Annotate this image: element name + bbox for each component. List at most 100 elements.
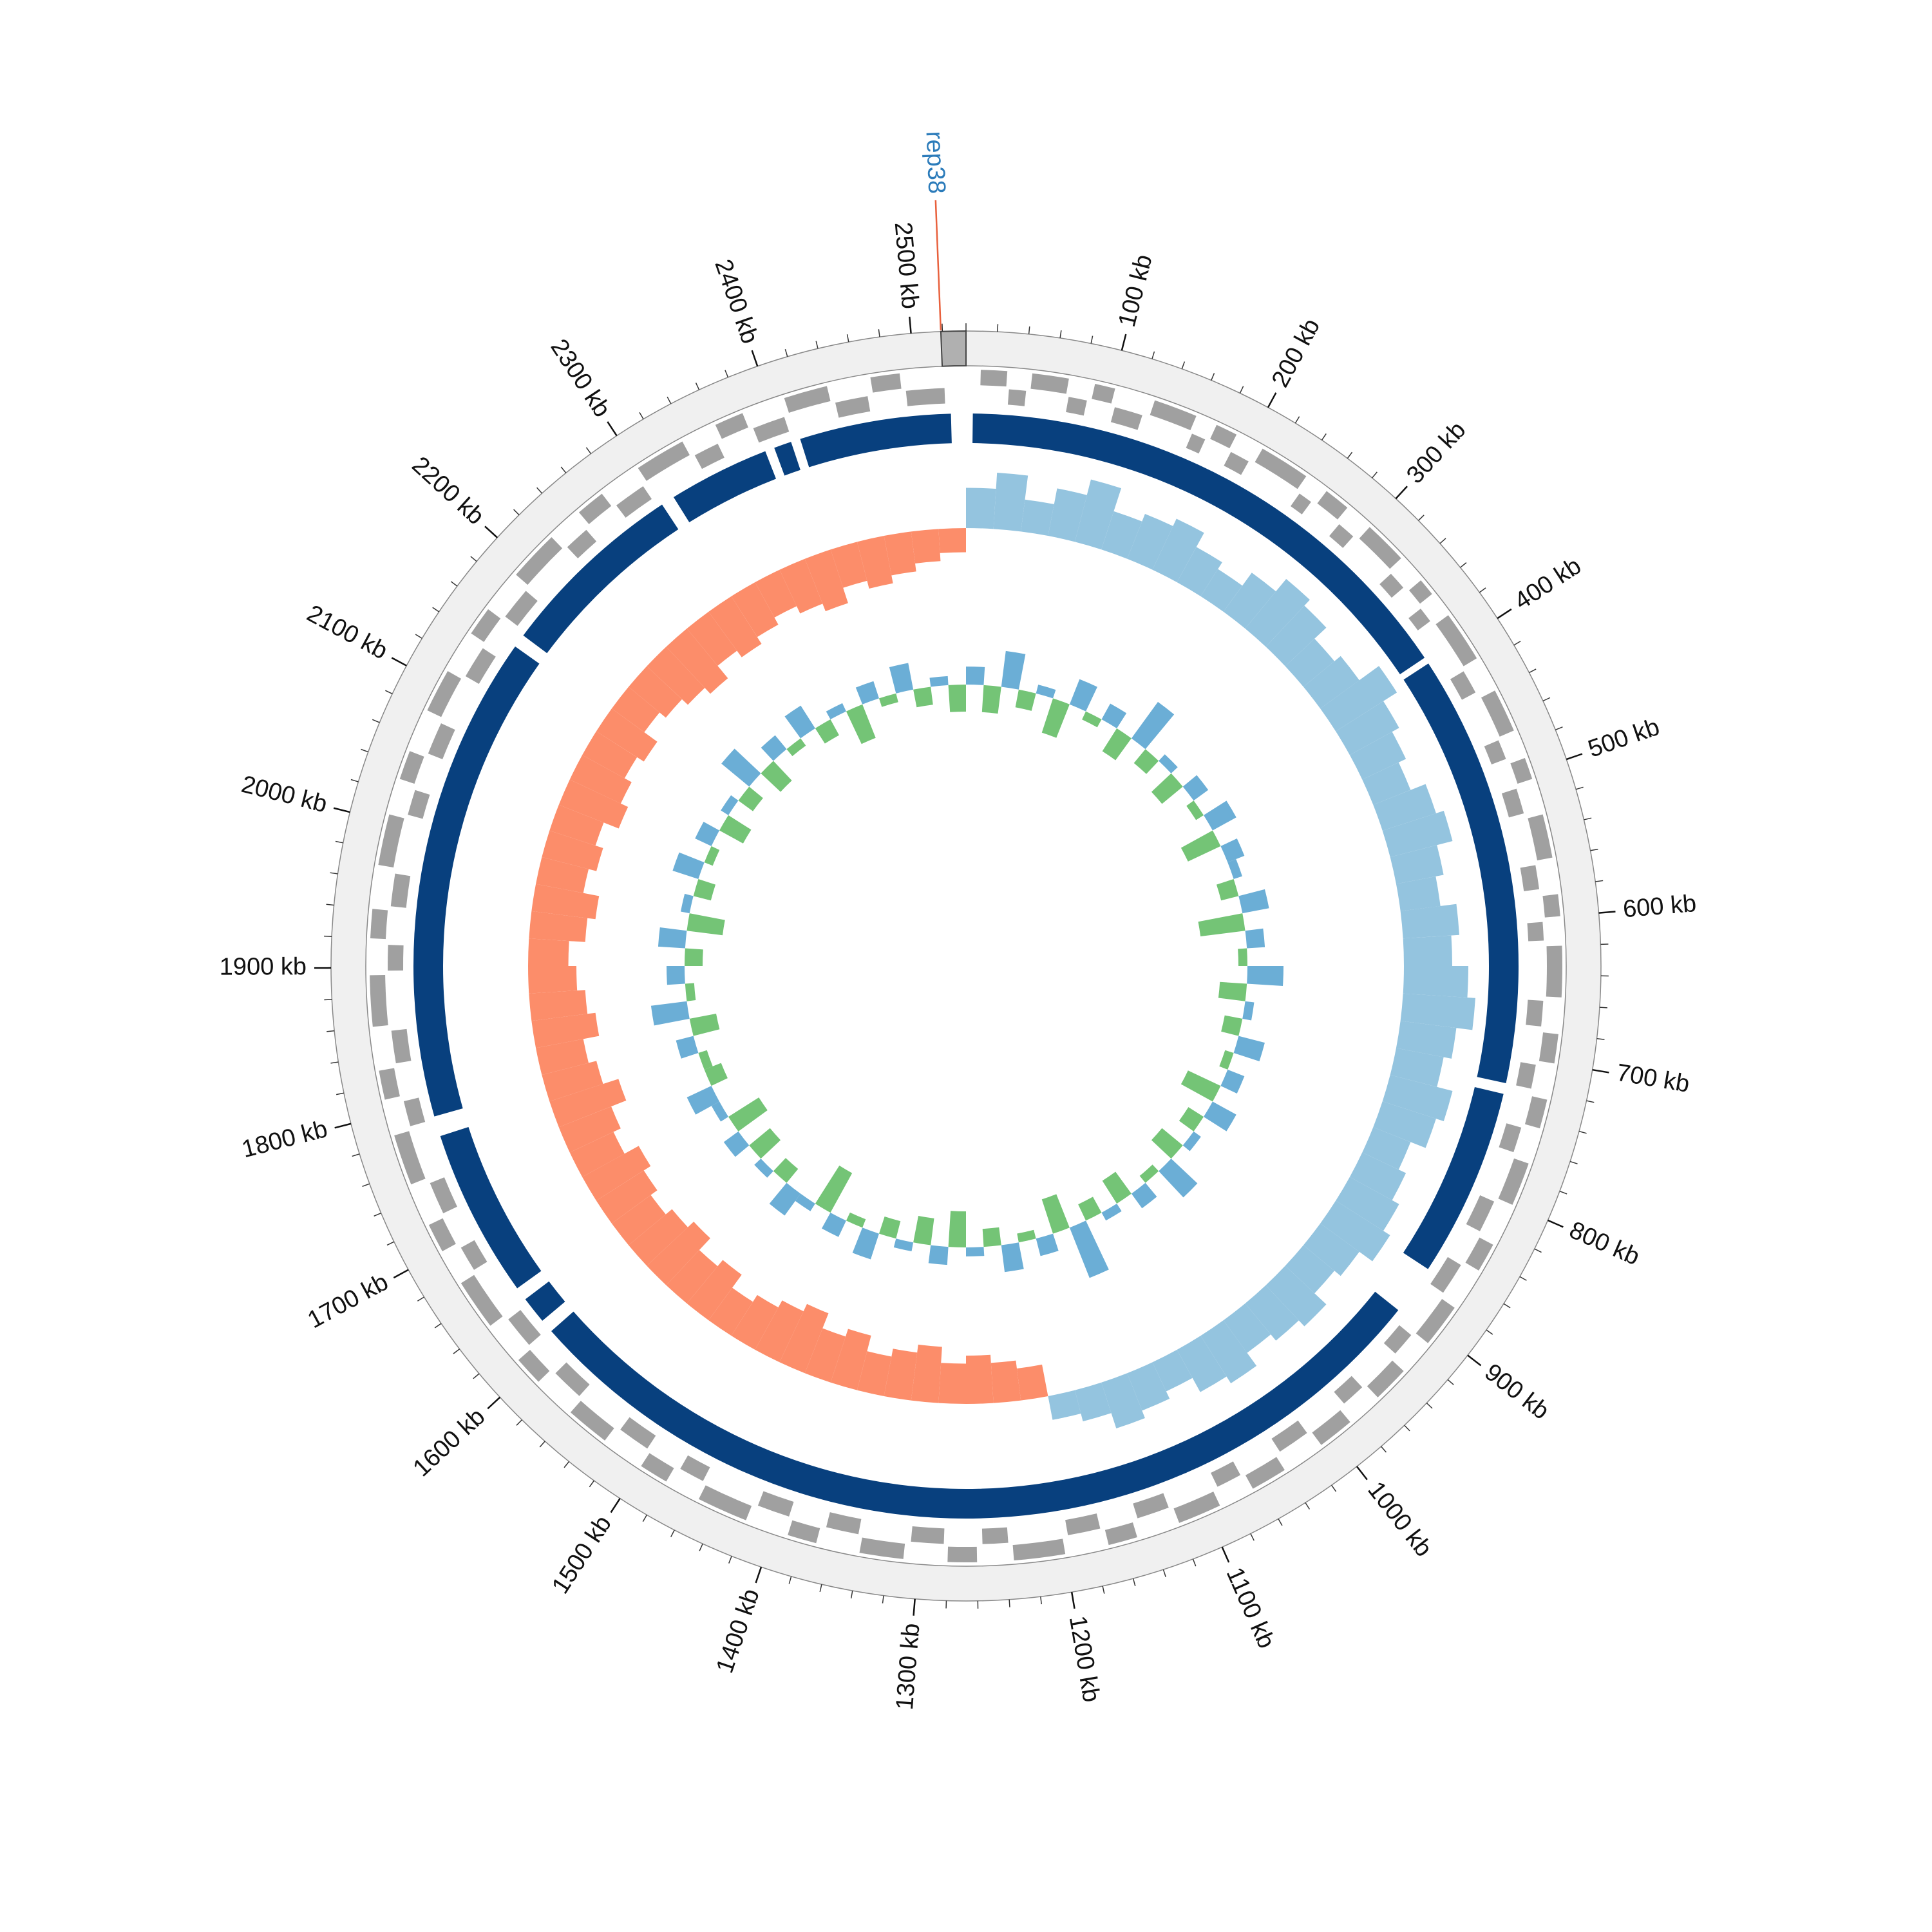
gc-content-bar: [1036, 1233, 1059, 1256]
gene: [390, 873, 411, 908]
gc-content-bar: [1242, 1001, 1255, 1021]
minor-tick: [589, 1480, 595, 1488]
gc-content-bar: [676, 1036, 699, 1059]
gene: [1516, 1062, 1536, 1089]
gene: [428, 1218, 456, 1251]
gc-skew-bar: [1303, 1223, 1359, 1276]
minor-tick: [1059, 330, 1062, 338]
gc-content-bar: [966, 667, 985, 685]
gc-skew-bar: [1403, 935, 1452, 966]
gc-content-bar: [728, 1097, 768, 1132]
gc-skew-bar: [804, 549, 848, 612]
gc-content-bar: [1017, 1229, 1036, 1243]
gc-content-bar: [704, 846, 720, 866]
gc-content-bar: [667, 966, 685, 985]
minor-tick: [415, 634, 422, 639]
gc-skew-bar: [629, 666, 682, 718]
gene: [1066, 397, 1087, 416]
gene: [1334, 1376, 1363, 1404]
minor-tick: [1529, 668, 1537, 674]
gc-content-bar: [1036, 685, 1056, 699]
gc-content-bar: [658, 927, 687, 949]
gc-skew-bar: [779, 1303, 829, 1374]
gc-content-bar: [698, 1050, 713, 1070]
tick-label: 700 kb: [1615, 1059, 1691, 1098]
minor-tick: [361, 748, 368, 753]
minor-tick: [1211, 373, 1215, 381]
gene: [1110, 407, 1142, 430]
major-tick: [1395, 486, 1408, 500]
gc-skew-bar: [1200, 1320, 1257, 1384]
minor-tick: [1599, 1007, 1607, 1009]
gc-content-bar: [711, 1101, 729, 1122]
major-tick: [610, 1498, 621, 1513]
gc-content-bar: [1180, 1070, 1221, 1102]
gc-content-bar: [948, 685, 966, 712]
gene: [1104, 1522, 1137, 1546]
gc-skew-bar: [1177, 547, 1222, 596]
minor-tick: [536, 487, 543, 494]
gene: [911, 1526, 945, 1544]
minor-tick: [815, 341, 819, 349]
gc-skew-bar: [708, 596, 762, 658]
gc-content-bar: [948, 1211, 966, 1247]
gc-content-bar: [815, 1165, 853, 1213]
gene: [715, 413, 748, 439]
gc-content-bar: [1101, 703, 1127, 729]
gc-skew-bar: [1048, 488, 1087, 542]
minor-tick: [432, 607, 440, 612]
minor-tick: [1132, 1578, 1136, 1586]
gc-content-bar: [913, 1216, 934, 1245]
gc-skew-bar: [569, 755, 632, 804]
gc-content-bar: [982, 1227, 1001, 1247]
gene: [1524, 1096, 1548, 1129]
tick-label: 1700 kb: [303, 1269, 393, 1334]
minor-tick: [1534, 1248, 1542, 1253]
gc-skew-bar: [1390, 845, 1444, 884]
gc-skew-bar: [1400, 993, 1475, 1030]
gc-content-bar: [966, 1247, 985, 1256]
gc-skew-bar: [1285, 1245, 1335, 1294]
minor-tick: [1555, 726, 1563, 730]
gene: [1499, 1123, 1522, 1153]
block: [1403, 1086, 1504, 1269]
gene: [859, 1537, 905, 1559]
gc-skew-bar: [911, 529, 941, 564]
gc-content-bar: [815, 719, 839, 744]
gene: [460, 1240, 488, 1270]
gene: [620, 1417, 656, 1449]
gene: [1173, 1492, 1220, 1523]
tick-label: 800 kb: [1566, 1217, 1643, 1271]
gc-skew-bar: [1382, 1075, 1453, 1122]
minor-tick: [1278, 1519, 1283, 1526]
major-tick: [909, 316, 912, 334]
gc-content-bar: [784, 705, 815, 739]
tick-label: 400 kb: [1510, 553, 1586, 616]
gc-content-bar: [1001, 650, 1026, 690]
gene: [505, 591, 538, 626]
gc-content-bar: [981, 685, 1001, 714]
block: [413, 646, 540, 1117]
gc-skew-bar: [1303, 656, 1359, 709]
gene: [784, 386, 831, 413]
gene: [980, 370, 1008, 387]
tick-label: 500 kb: [1585, 714, 1663, 763]
gc-skew-bar: [884, 531, 916, 576]
gc-content-bar: [1131, 1182, 1157, 1209]
gc-skew-bar: [857, 536, 893, 589]
gc-content-bar: [685, 983, 696, 1001]
gc-content-bar: [1001, 1242, 1024, 1273]
gc-content-bar: [1139, 1164, 1159, 1183]
gene: [1520, 865, 1540, 891]
minor-tick: [1460, 562, 1467, 568]
gc-skew-bar: [1403, 966, 1469, 998]
gene: [391, 1028, 412, 1064]
gc-skew-bar: [647, 647, 705, 705]
gc-content-bar: [852, 1227, 879, 1260]
tick-label: 2500 kb: [889, 221, 924, 310]
minor-tick: [642, 1514, 648, 1522]
tick-label: 1100 kb: [1221, 1564, 1280, 1653]
gc-skew-bar: [1265, 1265, 1327, 1327]
minor-tick: [1569, 1160, 1578, 1164]
